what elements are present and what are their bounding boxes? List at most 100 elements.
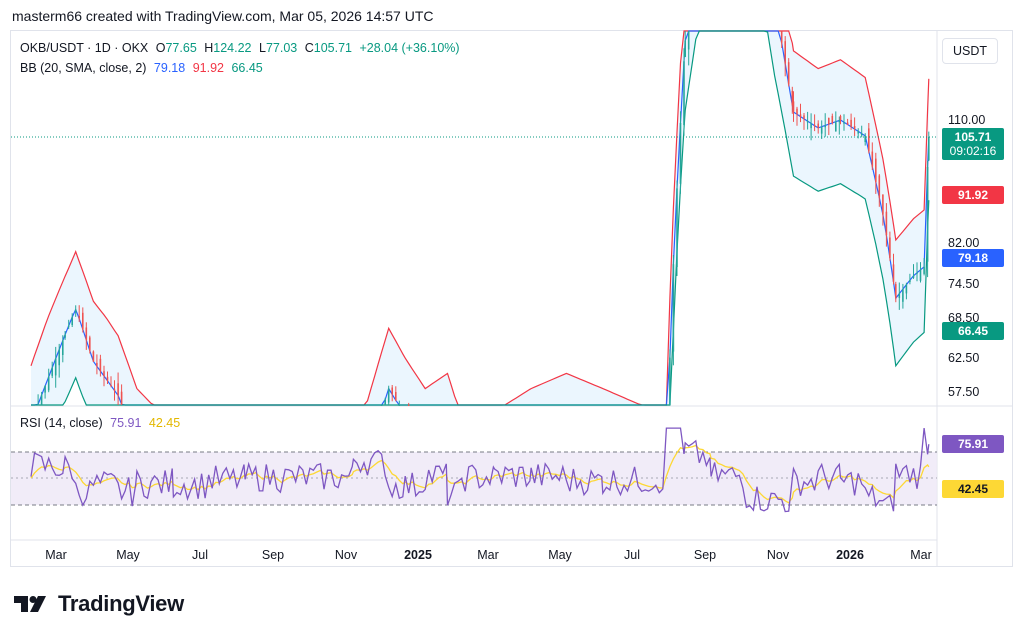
candle-body bbox=[803, 115, 805, 119]
bb-lower-value: 66.45 bbox=[231, 61, 263, 75]
candle-body bbox=[799, 114, 802, 117]
candle-body bbox=[103, 371, 105, 376]
time-tick-label: Mar bbox=[910, 548, 932, 562]
time-tick-label: Sep bbox=[693, 548, 717, 562]
candle-body bbox=[51, 367, 53, 376]
time-tick-label: 2025 bbox=[404, 548, 432, 562]
candle-body bbox=[806, 121, 809, 123]
candle-body bbox=[868, 128, 870, 152]
candle-body bbox=[89, 337, 91, 351]
bb-fill bbox=[31, 31, 929, 405]
bb-basis-pill: 79.18 bbox=[942, 249, 1004, 267]
candle-body bbox=[909, 280, 911, 282]
candle-body bbox=[395, 392, 397, 401]
candle-body bbox=[835, 121, 837, 132]
time-tick-label: Nov bbox=[334, 548, 358, 562]
candle-body bbox=[78, 316, 80, 319]
time-tick-label: Mar bbox=[477, 548, 499, 562]
candle-body bbox=[110, 385, 112, 386]
bb-lower-line bbox=[31, 30, 930, 406]
candle-body bbox=[926, 167, 929, 262]
candle-body bbox=[871, 151, 874, 167]
candle-body bbox=[384, 399, 386, 405]
candle-body bbox=[902, 289, 904, 302]
candle-body bbox=[780, 31, 783, 43]
candle-body bbox=[40, 395, 43, 405]
candle-body bbox=[892, 264, 895, 282]
candle-body bbox=[843, 122, 845, 124]
candle-body bbox=[878, 175, 881, 198]
time-tick-label: Nov bbox=[766, 548, 790, 562]
candle-body bbox=[58, 349, 60, 366]
symbol-label[interactable]: OKB/USDT · 1D · OKX bbox=[20, 41, 149, 55]
open-label: O77.65 bbox=[155, 41, 197, 55]
candle-body bbox=[850, 119, 852, 127]
candle-body bbox=[407, 405, 410, 406]
candle-body bbox=[916, 272, 918, 274]
candle-body bbox=[846, 122, 849, 125]
tradingview-logo[interactable]: TradingView bbox=[14, 591, 184, 617]
time-tick-label: 2026 bbox=[836, 548, 864, 562]
candle-body bbox=[810, 123, 812, 129]
candle-body bbox=[828, 118, 830, 125]
tradingview-wordmark: TradingView bbox=[58, 591, 184, 616]
candle-body bbox=[398, 405, 401, 406]
rsi-line bbox=[30, 427, 930, 513]
tradingview-logo-icon bbox=[14, 596, 46, 612]
candle-body bbox=[85, 327, 88, 340]
candle-body bbox=[96, 362, 98, 367]
time-tick-label: May bbox=[116, 548, 140, 562]
candle-body bbox=[387, 388, 390, 403]
candle-body bbox=[928, 137, 930, 161]
currency-button[interactable]: USDT bbox=[942, 38, 998, 64]
candle-body bbox=[684, 40, 686, 57]
bb-legend[interactable]: BB (20, SMA, close, 2) 79.18 91.92 66.45 bbox=[20, 61, 267, 75]
last-price-value: 105.71 bbox=[954, 130, 992, 144]
time-tick-label: May bbox=[548, 548, 572, 562]
candle-body bbox=[912, 275, 915, 278]
candle-body bbox=[669, 357, 671, 405]
time-tick-label: Jul bbox=[192, 548, 208, 562]
candle-body bbox=[882, 194, 884, 215]
candle-body bbox=[99, 358, 102, 372]
price-tick: 82.00 bbox=[948, 236, 980, 250]
price-tick: 62.50 bbox=[948, 351, 980, 365]
candle-body bbox=[796, 108, 798, 115]
rsi-title: RSI (14, close) bbox=[20, 416, 103, 430]
candle-body bbox=[919, 269, 922, 281]
high-label: H124.22 bbox=[204, 41, 252, 55]
candle-body bbox=[792, 101, 795, 112]
rsi-ma-line bbox=[30, 444, 930, 504]
candle-body bbox=[44, 386, 46, 393]
candle-body bbox=[74, 309, 77, 313]
candle-body bbox=[885, 211, 888, 236]
change-label: +28.04 (+36.10%) bbox=[359, 41, 460, 55]
price-tick: 110.00 bbox=[948, 113, 986, 127]
rsi-pill: 75.91 bbox=[942, 435, 1004, 453]
candle-body bbox=[54, 358, 57, 376]
candle-body bbox=[62, 340, 64, 355]
candle-body bbox=[820, 126, 823, 134]
candle-body bbox=[672, 264, 675, 352]
candle-body bbox=[380, 405, 383, 406]
bar-countdown: 09:02:16 bbox=[949, 144, 997, 158]
candle-body bbox=[895, 284, 897, 299]
rsi-legend[interactable]: RSI (14, close) 75.91 42.45 bbox=[20, 416, 184, 430]
candle-body bbox=[106, 376, 109, 381]
bb-upper-pill: 91.92 bbox=[942, 186, 1004, 204]
last-price-pill: 105.71 09:02:16 bbox=[942, 128, 1004, 160]
candle-body bbox=[679, 123, 682, 184]
candle-body bbox=[905, 284, 908, 294]
candle-body bbox=[784, 41, 786, 64]
candle-body bbox=[71, 317, 73, 325]
candle-body bbox=[117, 383, 119, 396]
bb-upper-value: 91.92 bbox=[192, 61, 224, 75]
candle-body bbox=[923, 266, 925, 274]
candle-body bbox=[791, 90, 794, 106]
candle-body bbox=[824, 125, 826, 128]
candle-body bbox=[864, 135, 866, 142]
candle-body bbox=[113, 389, 116, 391]
candle-body bbox=[67, 325, 70, 327]
candle-body bbox=[92, 351, 95, 362]
